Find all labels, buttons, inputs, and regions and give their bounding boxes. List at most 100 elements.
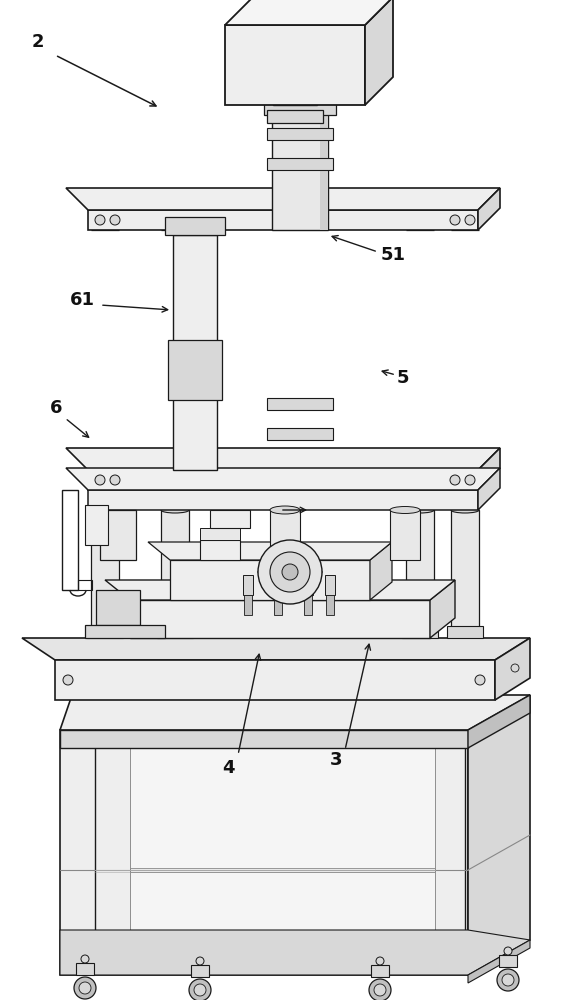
Circle shape xyxy=(376,957,384,965)
Polygon shape xyxy=(66,468,500,490)
Ellipse shape xyxy=(390,506,420,514)
Polygon shape xyxy=(66,188,500,210)
Circle shape xyxy=(63,675,73,685)
Circle shape xyxy=(196,957,204,965)
Polygon shape xyxy=(60,695,530,730)
Polygon shape xyxy=(267,428,333,440)
Polygon shape xyxy=(270,510,300,560)
Polygon shape xyxy=(76,963,94,975)
Polygon shape xyxy=(210,510,250,528)
Polygon shape xyxy=(157,626,193,638)
Circle shape xyxy=(189,979,211,1000)
Polygon shape xyxy=(130,872,435,968)
Text: 6: 6 xyxy=(50,399,62,417)
Circle shape xyxy=(81,955,89,963)
Circle shape xyxy=(504,947,512,955)
Polygon shape xyxy=(279,560,291,590)
Polygon shape xyxy=(60,930,530,975)
Polygon shape xyxy=(148,542,392,560)
Circle shape xyxy=(374,984,386,996)
Polygon shape xyxy=(390,510,420,560)
Polygon shape xyxy=(272,115,328,230)
Polygon shape xyxy=(447,626,483,638)
Circle shape xyxy=(270,552,310,592)
Text: 5: 5 xyxy=(397,369,410,387)
Polygon shape xyxy=(173,235,217,470)
Circle shape xyxy=(95,215,105,225)
Circle shape xyxy=(110,215,120,225)
Polygon shape xyxy=(264,100,336,115)
Polygon shape xyxy=(267,128,333,140)
Circle shape xyxy=(475,675,485,685)
Circle shape xyxy=(511,664,519,672)
Polygon shape xyxy=(371,965,389,977)
Polygon shape xyxy=(274,595,282,615)
Polygon shape xyxy=(273,575,283,595)
Polygon shape xyxy=(85,505,108,545)
Polygon shape xyxy=(60,730,468,748)
Circle shape xyxy=(110,475,120,485)
Polygon shape xyxy=(451,510,479,638)
Polygon shape xyxy=(243,575,253,595)
Polygon shape xyxy=(96,590,140,625)
Polygon shape xyxy=(320,115,328,230)
Circle shape xyxy=(258,540,322,604)
Polygon shape xyxy=(22,638,530,660)
Polygon shape xyxy=(88,490,478,510)
Polygon shape xyxy=(161,510,189,638)
Polygon shape xyxy=(88,210,478,230)
Ellipse shape xyxy=(161,507,189,513)
Circle shape xyxy=(465,215,475,225)
Polygon shape xyxy=(478,448,500,490)
Polygon shape xyxy=(365,0,393,105)
Polygon shape xyxy=(168,340,222,400)
Polygon shape xyxy=(406,510,434,638)
Circle shape xyxy=(497,969,519,991)
Polygon shape xyxy=(478,188,500,230)
Circle shape xyxy=(95,475,105,485)
Polygon shape xyxy=(200,540,240,560)
Text: 51: 51 xyxy=(381,246,406,264)
Polygon shape xyxy=(267,398,333,410)
Polygon shape xyxy=(273,100,317,105)
Text: 61: 61 xyxy=(69,291,94,309)
Polygon shape xyxy=(170,560,370,600)
Polygon shape xyxy=(468,695,530,748)
Polygon shape xyxy=(267,158,333,170)
Ellipse shape xyxy=(264,96,336,104)
Circle shape xyxy=(369,979,391,1000)
Polygon shape xyxy=(91,510,119,638)
Text: 2: 2 xyxy=(32,33,44,51)
Polygon shape xyxy=(200,528,240,540)
Polygon shape xyxy=(60,730,468,975)
Polygon shape xyxy=(495,638,530,700)
Ellipse shape xyxy=(451,507,479,513)
Polygon shape xyxy=(88,470,478,490)
Polygon shape xyxy=(244,595,252,615)
Polygon shape xyxy=(85,625,165,638)
Polygon shape xyxy=(370,542,392,600)
Ellipse shape xyxy=(406,507,434,513)
Polygon shape xyxy=(55,660,495,700)
Polygon shape xyxy=(402,626,438,638)
Text: 3: 3 xyxy=(330,751,343,769)
Polygon shape xyxy=(130,600,430,638)
Polygon shape xyxy=(87,626,123,638)
Circle shape xyxy=(74,977,96,999)
Polygon shape xyxy=(105,580,455,600)
Ellipse shape xyxy=(270,506,300,514)
Polygon shape xyxy=(267,110,323,123)
Polygon shape xyxy=(130,638,430,650)
Circle shape xyxy=(465,475,475,485)
Polygon shape xyxy=(225,25,365,105)
Circle shape xyxy=(282,564,298,580)
Polygon shape xyxy=(478,468,500,510)
Polygon shape xyxy=(165,217,225,235)
Ellipse shape xyxy=(91,507,119,513)
Polygon shape xyxy=(430,580,455,638)
Circle shape xyxy=(194,984,206,996)
Polygon shape xyxy=(326,595,334,615)
Polygon shape xyxy=(468,940,530,983)
Polygon shape xyxy=(304,595,312,615)
Polygon shape xyxy=(225,0,393,25)
